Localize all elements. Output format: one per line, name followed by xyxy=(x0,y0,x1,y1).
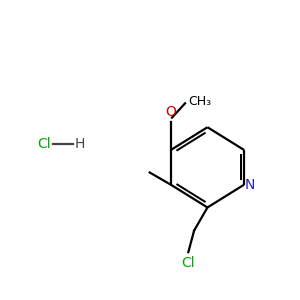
Text: O: O xyxy=(165,105,176,119)
Text: H: H xyxy=(75,137,86,151)
Text: Cl: Cl xyxy=(37,137,51,151)
Text: N: N xyxy=(244,178,255,192)
Text: CH₃: CH₃ xyxy=(188,95,211,108)
Text: Cl: Cl xyxy=(182,256,195,270)
